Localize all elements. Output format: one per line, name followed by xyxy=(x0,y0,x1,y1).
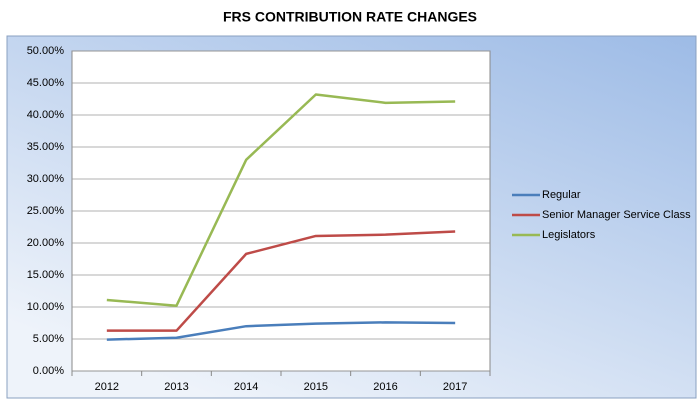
y-tick-label: 0.00% xyxy=(33,365,64,377)
y-tick-label: 10.00% xyxy=(27,301,65,313)
legend-label: Senior Manager Service Class xyxy=(542,209,691,221)
y-tick-label: 50.00% xyxy=(27,45,65,57)
x-tick-label: 2017 xyxy=(443,381,467,393)
y-tick-label: 20.00% xyxy=(27,237,65,249)
series-line xyxy=(106,321,456,341)
y-tick-label: 40.00% xyxy=(27,109,65,121)
legend-label: Regular xyxy=(542,189,581,201)
y-tick-label: 35.00% xyxy=(27,141,65,153)
x-tick-label: 2015 xyxy=(304,381,328,393)
y-tick-label: 5.00% xyxy=(33,333,64,345)
x-tick-label: 2013 xyxy=(164,381,188,393)
series-line xyxy=(106,93,456,307)
x-tick-label: 2016 xyxy=(373,381,397,393)
y-tick-label: 30.00% xyxy=(27,173,65,185)
series-line xyxy=(106,230,456,332)
chart-title: FRS CONTRIBUTION RATE CHANGES xyxy=(223,9,477,25)
y-tick-label: 45.00% xyxy=(27,77,65,89)
x-tick-label: 2014 xyxy=(234,381,258,393)
y-tick-label: 25.00% xyxy=(27,205,65,217)
legend-label: Legislators xyxy=(542,229,596,241)
x-tick-label: 2012 xyxy=(95,381,119,393)
y-tick-label: 15.00% xyxy=(27,269,65,281)
